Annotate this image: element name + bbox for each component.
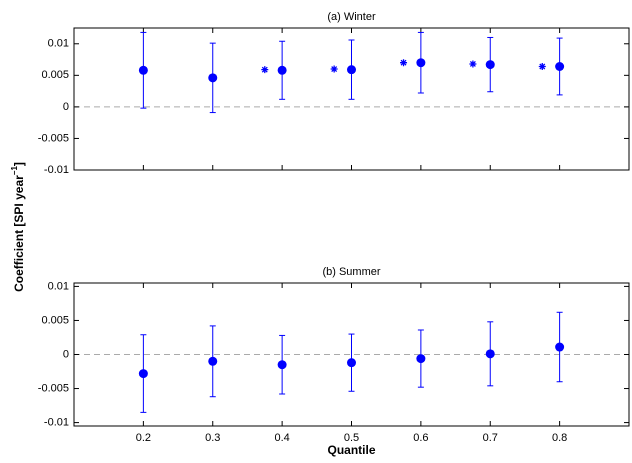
- x-tick-label: 0.6: [413, 432, 428, 444]
- panel-title: (a) Winter: [327, 11, 376, 23]
- point: [138, 65, 148, 75]
- point: [277, 360, 287, 370]
- y-tick-label: 0.005: [41, 69, 69, 81]
- significance-marker: [261, 66, 269, 74]
- point: [277, 65, 287, 75]
- point: [416, 354, 426, 364]
- x-axis-label: Quantile: [327, 443, 375, 457]
- y-label-sup: −1: [10, 166, 19, 176]
- significance-marker: [330, 65, 338, 73]
- significance-marker: [469, 60, 477, 68]
- y-tick-label: -0.005: [38, 382, 69, 394]
- point: [485, 349, 495, 359]
- y-axis-label: Coefficient [SPI year−1]: [10, 162, 26, 292]
- panel-title: (b) Summer: [322, 266, 380, 278]
- y-tick-label: -0.01: [44, 417, 69, 429]
- x-tick-label: 0.4: [274, 432, 289, 444]
- point: [208, 73, 218, 83]
- point: [485, 60, 495, 70]
- y-tick-label: 0: [63, 101, 69, 113]
- x-tick-label: 0.3: [205, 432, 220, 444]
- point: [416, 58, 426, 68]
- point: [555, 342, 565, 352]
- point: [347, 358, 356, 368]
- y-tick-label: 0.01: [48, 280, 69, 292]
- significance-marker: [400, 59, 408, 67]
- x-tick-label: 0.5: [344, 432, 359, 444]
- point: [208, 356, 218, 366]
- y-label-end: ]: [12, 162, 26, 166]
- y-tick-label: -0.01: [44, 164, 69, 176]
- x-tick-label: 0.2: [136, 432, 151, 444]
- x-tick-label: 0.7: [483, 432, 498, 444]
- y-tick-label: 0.01: [48, 38, 69, 50]
- y-tick-label: 0.005: [41, 314, 69, 326]
- significance-marker: [538, 62, 546, 70]
- y-tick-label: 0: [63, 348, 69, 360]
- y-tick-label: -0.005: [38, 132, 69, 144]
- x-tick-label: 0.8: [552, 432, 567, 444]
- y-label-text: Coefficient [SPI year: [12, 175, 26, 292]
- point: [555, 61, 565, 71]
- point: [138, 369, 148, 379]
- point: [347, 65, 356, 75]
